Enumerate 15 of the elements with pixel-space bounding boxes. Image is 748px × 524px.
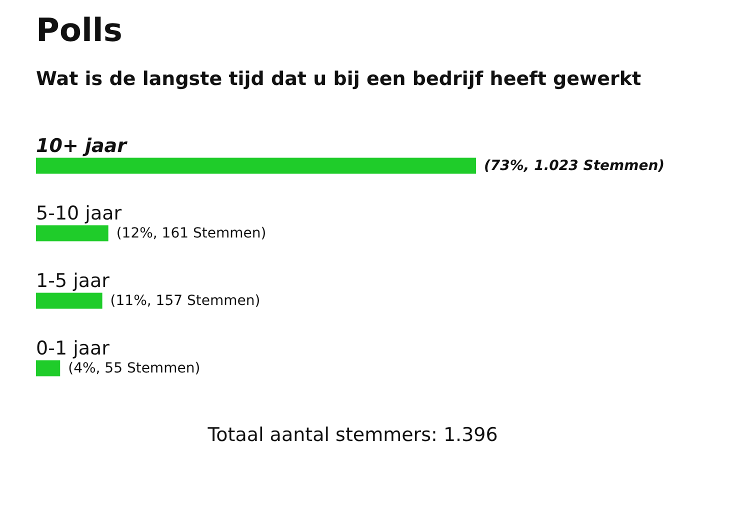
text: Totaal aantal stemmers: 1.396 [206, 424, 498, 446]
data-label: (4%, 55 Stemmen) [68, 360, 200, 376]
bar [36, 292, 102, 309]
y-tick-label: 5-10 jaar [36, 202, 122, 224]
data-label: (11%, 157 Stemmen) [110, 292, 260, 309]
data-label: (12%, 161 Stemmen) [116, 225, 266, 242]
bar [36, 225, 108, 242]
chart-subtitle: Wat is de langste tijd dat u bij een bedrijf heeft gewerkt [36, 68, 642, 90]
bar [36, 158, 476, 174]
bar [36, 360, 60, 376]
chart-title: Polls [36, 11, 122, 49]
y-tick-label: 0-1 jaar [36, 337, 110, 360]
data-label: (73%, 1.023 Stemmen) [484, 158, 665, 174]
y-tick-label: 1-5 jaar [36, 270, 110, 292]
y-tick-label: 10+ jaar [36, 134, 128, 157]
